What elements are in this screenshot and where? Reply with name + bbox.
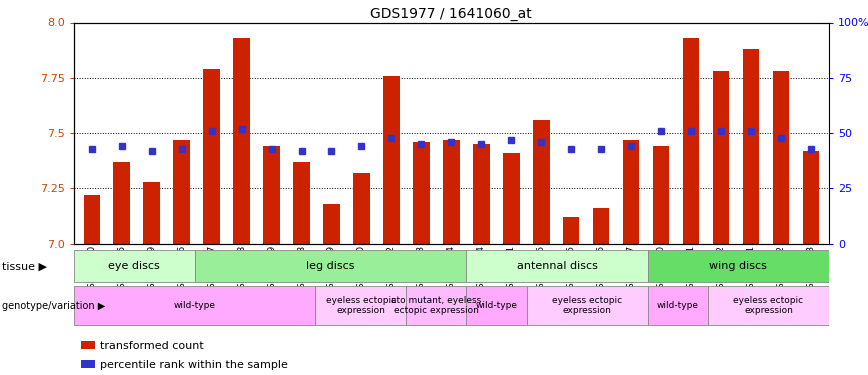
Bar [174,140,190,244]
Bar [708,286,829,325]
Bar [82,341,95,349]
Bar [315,286,406,325]
Bar [203,69,220,244]
Bar [263,146,279,244]
Bar [194,250,466,282]
Bar [74,250,194,282]
Bar [293,162,310,244]
Bar [683,38,700,244]
Bar [648,286,708,325]
Bar [323,204,339,244]
Bar [713,71,729,244]
Bar [444,140,459,244]
Text: eyeless ectopic
expression: eyeless ectopic expression [733,296,804,315]
Bar [473,144,490,244]
Bar [593,209,609,244]
Bar [383,76,399,244]
Bar [803,151,819,244]
Text: ato mutant, eyeless
ectopic expression: ato mutant, eyeless ectopic expression [391,296,482,315]
Bar [413,142,430,244]
Bar [773,71,789,244]
Text: tissue ▶: tissue ▶ [2,261,47,271]
Bar [653,146,669,244]
Bar [503,153,520,244]
Bar [82,360,95,368]
Bar [143,182,160,244]
Bar [466,286,527,325]
Bar [743,49,760,244]
Bar [83,195,100,244]
Bar [563,217,580,244]
Bar [406,286,466,325]
Bar [466,250,648,282]
Text: antennal discs: antennal discs [516,261,597,271]
Text: genotype/variation ▶: genotype/variation ▶ [2,301,105,310]
Text: wild-type: wild-type [174,301,215,310]
Bar [623,140,640,244]
Text: transformed count: transformed count [100,341,204,351]
Bar [114,162,130,244]
Text: wild-type: wild-type [657,301,699,310]
Bar [233,38,250,244]
Bar [648,250,829,282]
Text: wing discs: wing discs [709,261,767,271]
Text: wild-type: wild-type [476,301,517,310]
Bar [533,120,549,244]
Bar [74,286,315,325]
Text: leg discs: leg discs [306,261,355,271]
Text: percentile rank within the sample: percentile rank within the sample [100,360,288,370]
Text: eye discs: eye discs [108,261,160,271]
Text: eyeless ectopic
expression: eyeless ectopic expression [552,296,622,315]
Text: eyeless ectopic
expression: eyeless ectopic expression [326,296,396,315]
Bar [353,173,370,244]
Title: GDS1977 / 1641060_at: GDS1977 / 1641060_at [371,8,532,21]
Bar [527,286,648,325]
